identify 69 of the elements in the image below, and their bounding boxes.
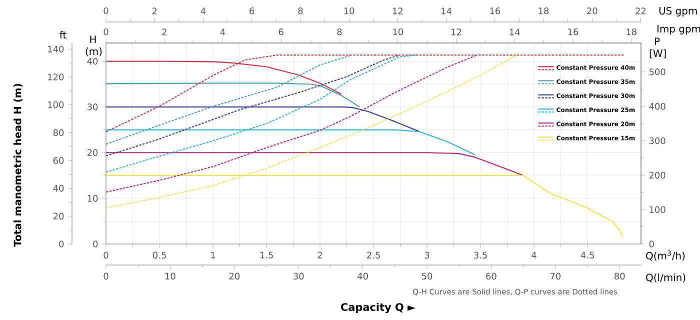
x2-tick-label: 20 (587, 7, 598, 14)
x-tick-label: 60 (486, 272, 496, 280)
y-tick-label: 300 (649, 137, 666, 144)
y2-tick-label: 40 (53, 184, 64, 192)
x2-tick-label: 10 (344, 7, 354, 14)
x2-tick-label: 2 (162, 28, 166, 36)
y-tick-label: 100 (650, 206, 666, 213)
y2-tick-label: 120 (48, 74, 64, 80)
x2-tick-label: 16 (490, 7, 500, 14)
x2-tick-label: 16 (568, 28, 578, 36)
x2-tick-label: 12 (392, 8, 402, 14)
y2-axis-title: ft (60, 30, 66, 38)
x-tick-label: 0.5 (152, 252, 166, 259)
x-tick-label: 80 (614, 272, 625, 280)
x2-tick-label: 18 (538, 7, 549, 14)
y-tick-label: 400 (649, 102, 666, 110)
x2-tick-label: 0 (104, 28, 108, 36)
y2-tick-label: 60 (53, 157, 64, 164)
x2-tick-label: 12 (452, 28, 462, 36)
text: Total manometric head H (m) (14, 84, 22, 247)
x2-tick-label: 22 (636, 8, 646, 14)
x2-axis-title: Imp gpm (658, 25, 700, 34)
x2-tick-label: 8 (298, 7, 303, 14)
x2-tick-label: 4 (220, 28, 226, 36)
y-axis-title: H (m) (86, 36, 102, 56)
x-tick-label: 30 (294, 272, 304, 280)
x-tick-label: 40 (358, 272, 368, 280)
x-tick-label: 1 (211, 252, 216, 258)
y2-tick-label: 0 (59, 240, 64, 248)
x-tick-label: 3.5 (474, 252, 487, 259)
y-tick-label: 40 (87, 58, 98, 65)
x2-tick-label: 6 (278, 28, 284, 36)
x-tick-label: 3 (424, 252, 430, 259)
x-tick-label: 2.5 (367, 252, 380, 259)
x2-tick-label: 2 (152, 8, 157, 14)
x-tick-label: 2 (318, 252, 322, 258)
x-tick-label: 0 (104, 272, 108, 280)
y-tick-label: 0 (649, 240, 654, 248)
x2-tick-label: 18 (626, 28, 636, 36)
x-tick-label: 70 (550, 272, 561, 280)
x2-tick-label: 6 (250, 7, 254, 14)
x-tick-label: 10 (165, 272, 176, 280)
x-tick-label: 50 (422, 272, 432, 280)
y2-tick-label: 80 (53, 129, 64, 136)
x-tick-label: 4 (532, 252, 536, 258)
x-axis-title: Q(m$^{3}$/h) (646, 250, 685, 261)
x-tick-label: 20 (229, 272, 240, 280)
x2-tick-label: 0 (104, 7, 108, 14)
x2-tick-label: 10 (393, 28, 403, 36)
y-tick-label: 20 (87, 149, 98, 156)
x-tick-label: 0 (104, 252, 108, 259)
y2-tick-label: 20 (53, 212, 64, 220)
x2-tick-label: 8 (337, 28, 342, 36)
y2-tick-label: 100 (48, 101, 64, 108)
y-tick-label: 10 (88, 194, 98, 202)
y-tick-label: 30 (88, 104, 98, 110)
x2-tick-label: 14 (510, 28, 520, 36)
y-axis-title: P [W] (650, 38, 666, 58)
y2-tick-label: 140 (48, 46, 64, 53)
y-tick-label: 200 (649, 172, 666, 179)
y-tick-label: 500 (649, 68, 666, 76)
x2-axis-title: US gpm (659, 7, 697, 16)
y-tick-label: 0 (93, 240, 98, 248)
x-tick-label: 1.5 (260, 252, 273, 258)
x2-tick-label: 14 (442, 8, 452, 14)
text: Capacity Q ► (340, 302, 416, 314)
x2-tick-label: 4 (200, 8, 206, 14)
x-tick-label: 4.5 (580, 252, 594, 258)
x-axis-title: Q(l/min) (646, 274, 686, 282)
